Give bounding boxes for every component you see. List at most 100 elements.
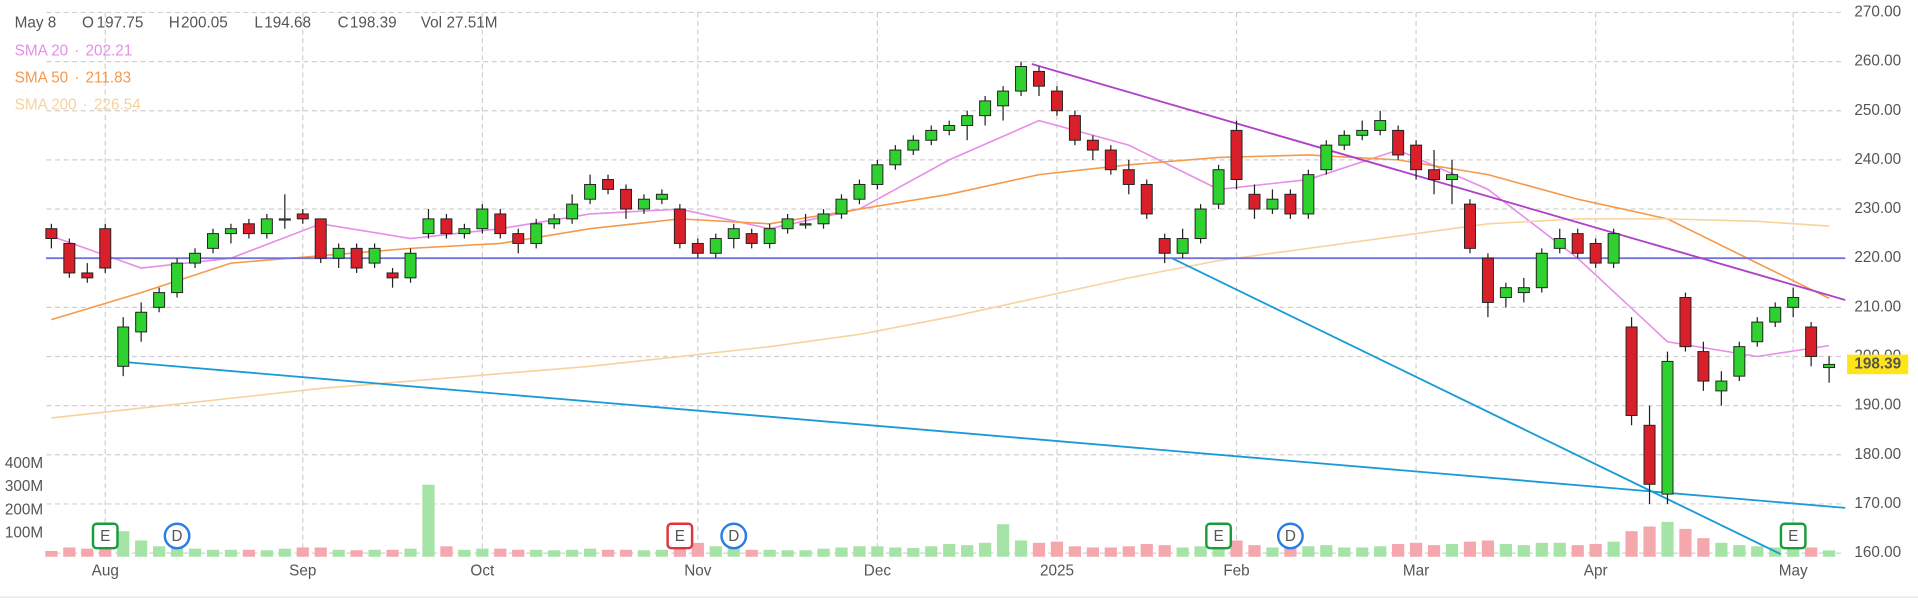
volume-bar bbox=[1140, 543, 1153, 557]
candle-body bbox=[350, 247, 363, 269]
volume-bar bbox=[1338, 547, 1351, 557]
header-field-label: Vol bbox=[421, 14, 442, 31]
legend-separator: · bbox=[74, 43, 79, 60]
volume-bar bbox=[1445, 543, 1459, 557]
price-tag-label: 198.39 bbox=[1854, 355, 1901, 372]
candle-body bbox=[763, 228, 776, 244]
candle-body bbox=[1428, 169, 1441, 181]
volume-bar bbox=[1499, 543, 1512, 557]
candle-body bbox=[242, 223, 255, 235]
volume-bar bbox=[637, 550, 651, 557]
candle-body bbox=[117, 326, 130, 367]
x-tick-label: Oct bbox=[470, 562, 495, 579]
candle-body bbox=[835, 198, 848, 215]
candle-body bbox=[1374, 120, 1387, 131]
candle-body bbox=[476, 208, 489, 230]
candle-body bbox=[799, 223, 812, 226]
candle-body bbox=[1607, 233, 1620, 264]
header-date: May 8 bbox=[15, 14, 57, 31]
candle-body bbox=[1266, 198, 1279, 210]
candle-body bbox=[1392, 129, 1405, 156]
volume-bar bbox=[1787, 545, 1800, 557]
candle-body bbox=[1356, 129, 1369, 136]
volume-bar bbox=[278, 548, 291, 557]
candle-body bbox=[709, 238, 722, 254]
volume-bar bbox=[1607, 541, 1620, 557]
x-tick-label: Feb bbox=[1223, 562, 1249, 579]
candle-body bbox=[907, 139, 920, 151]
volume-tick-label: 100M bbox=[5, 525, 43, 542]
candle-body bbox=[1643, 424, 1656, 485]
candle-body bbox=[1140, 183, 1153, 215]
volume-bar bbox=[242, 549, 256, 557]
event-marker bbox=[1276, 522, 1304, 550]
candle-body bbox=[63, 242, 76, 274]
legend-value: 202.21 bbox=[86, 43, 133, 60]
header-field-value: 27.51M bbox=[446, 14, 497, 31]
x-tick-label: Dec bbox=[864, 562, 892, 579]
y-tick-label: 270.00 bbox=[1854, 3, 1901, 20]
volume-bar bbox=[1266, 547, 1279, 557]
candle-body bbox=[961, 115, 974, 126]
volume-bar bbox=[1427, 545, 1441, 557]
candle-body bbox=[817, 213, 830, 225]
volume-bar bbox=[1463, 541, 1477, 557]
volume-bar bbox=[494, 548, 507, 557]
candle-body bbox=[458, 228, 471, 235]
candle-body bbox=[871, 164, 884, 185]
candle-body bbox=[1176, 238, 1189, 254]
volume-bar bbox=[1230, 540, 1243, 557]
volume-bar bbox=[1356, 547, 1369, 557]
candle-body bbox=[386, 272, 399, 279]
volume-bar bbox=[1643, 526, 1656, 557]
volume-bar bbox=[1751, 546, 1764, 557]
event-marker bbox=[720, 522, 748, 550]
candle-body bbox=[1122, 169, 1135, 185]
volume-bar bbox=[1104, 547, 1117, 557]
y-tick-label: 220.00 bbox=[1854, 249, 1901, 266]
candle-body bbox=[1320, 144, 1333, 171]
candle-body bbox=[260, 218, 273, 235]
candle-body bbox=[1050, 90, 1063, 112]
candle-body bbox=[566, 203, 579, 220]
volume-bar bbox=[781, 550, 794, 557]
legend-separator: · bbox=[83, 96, 88, 113]
legend-value: 211.83 bbox=[86, 70, 132, 87]
candle-body bbox=[727, 228, 740, 240]
candle-body bbox=[979, 100, 992, 117]
candle-body bbox=[1517, 287, 1530, 294]
trend-line bbox=[1031, 63, 1846, 301]
x-tick-label: May bbox=[1779, 562, 1808, 579]
header-field-value: 194.68 bbox=[264, 14, 311, 31]
header-field-label: L bbox=[254, 14, 263, 31]
volume-bar bbox=[45, 550, 58, 557]
candle-body bbox=[1446, 174, 1458, 181]
y-tick-label: 170.00 bbox=[1854, 495, 1901, 512]
volume-bar bbox=[655, 549, 669, 557]
candle-body bbox=[1535, 252, 1548, 289]
volume-bar bbox=[979, 542, 992, 557]
volume-bar bbox=[386, 549, 399, 557]
legend-value: 226.54 bbox=[94, 96, 141, 113]
x-tick-label: Aug bbox=[92, 562, 119, 579]
candle-body bbox=[189, 252, 202, 264]
candle-body bbox=[1553, 238, 1566, 249]
volume-bar bbox=[1481, 540, 1495, 557]
sma-line bbox=[51, 119, 1830, 358]
volume-bar bbox=[1805, 547, 1818, 557]
volume-bar bbox=[1553, 542, 1566, 557]
candle-body bbox=[512, 233, 525, 244]
y-tick-label: 250.00 bbox=[1854, 102, 1901, 119]
candle-body bbox=[889, 149, 902, 166]
volume-bar bbox=[1589, 543, 1602, 557]
volume-bar bbox=[601, 549, 615, 557]
candle-body bbox=[745, 233, 758, 244]
volume-bar bbox=[135, 540, 148, 557]
candle-body bbox=[637, 198, 650, 210]
volume-bar bbox=[440, 546, 453, 557]
volume-bar bbox=[332, 549, 345, 557]
event-label: E bbox=[1213, 528, 1223, 545]
candle-body bbox=[1589, 242, 1602, 264]
event-label: E bbox=[100, 528, 110, 545]
